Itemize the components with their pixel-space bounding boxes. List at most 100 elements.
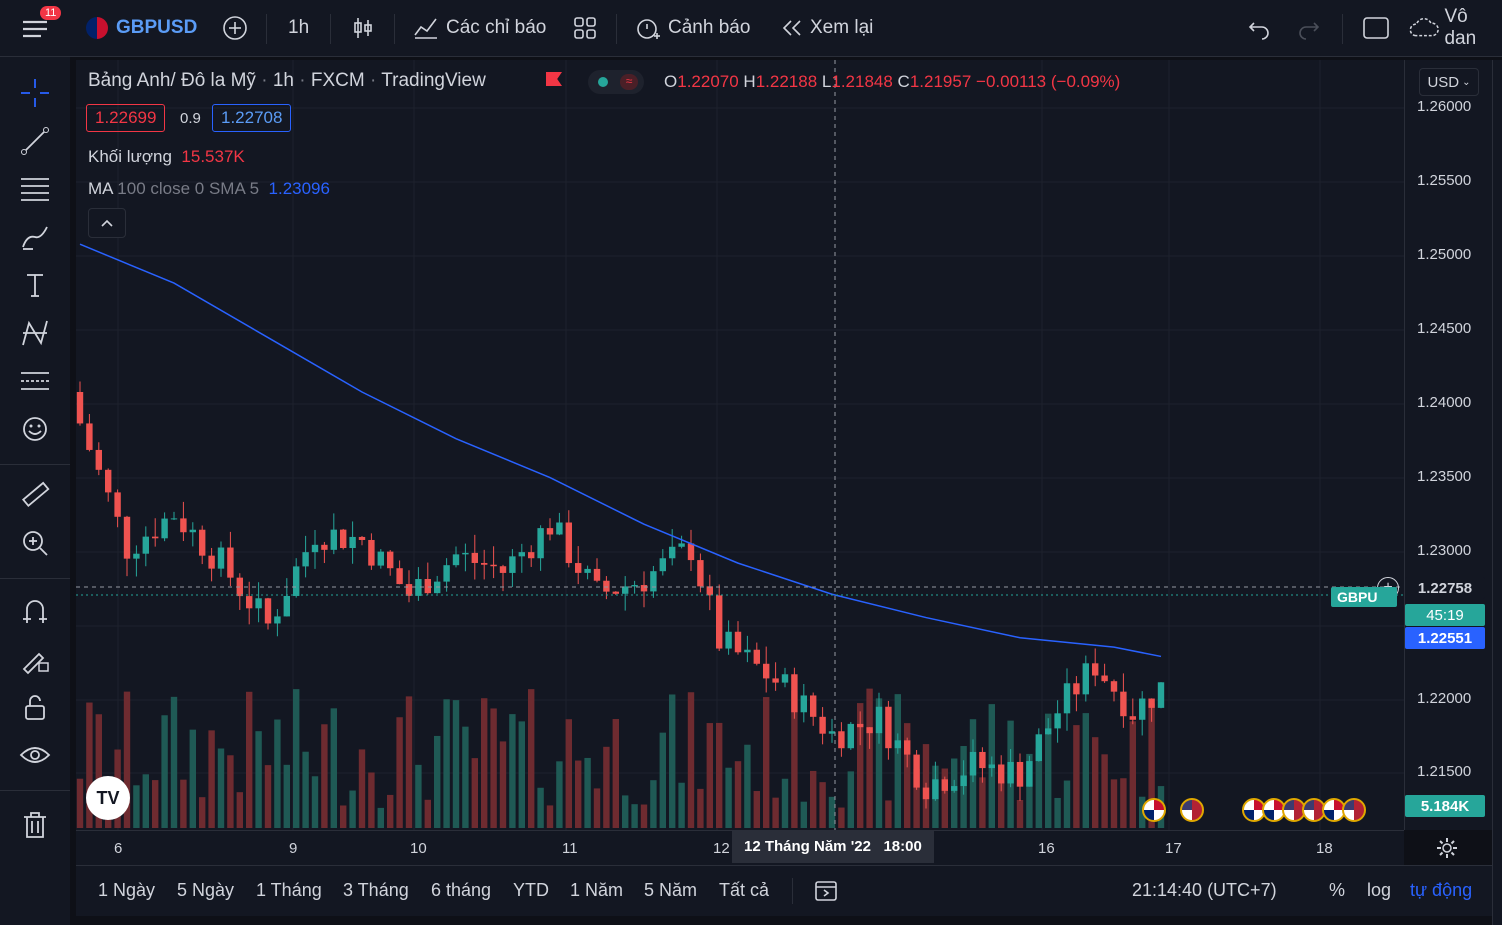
interval-button[interactable]: 1h [288,17,310,38]
range-1d[interactable]: 1 Ngày [98,880,156,900]
range-6m[interactable]: 6 tháng [431,880,492,900]
collapse-legend-button[interactable] [88,208,126,238]
volume-bar [772,797,779,828]
chart-pane[interactable]: Bảng Anh/ Đô la Mỹ · 1h · FXCM · Trading… [76,60,1404,830]
candle-body [405,584,413,596]
indicators-icon [414,18,437,39]
volume-legend[interactable]: Khối lượng 15.537K [88,147,245,166]
clock-timezone[interactable]: 21:14:40 (UTC+7) [1132,880,1277,900]
candle-body [1157,682,1165,708]
event-flag-icon[interactable] [1180,798,1204,822]
unlock-icon[interactable] [17,689,53,725]
candle-body [622,586,629,594]
candle-body [311,544,319,553]
range-1y[interactable]: 1 Năm [570,880,624,900]
candle-body [753,649,760,664]
menu-icon[interactable] [18,0,52,56]
candle-body [340,529,347,549]
candle-body [396,568,403,585]
volume-bar [716,722,723,828]
volume-bar [368,772,375,828]
trash-icon[interactable] [17,807,53,843]
tradingview-logo[interactable]: TV [86,776,130,820]
candle-body [189,529,196,533]
log-scale-button[interactable]: log [1367,880,1392,900]
indicators-button[interactable]: Các chỉ báo [412,0,546,56]
forecast-icon[interactable] [17,363,53,399]
candle-body [293,566,300,596]
ruler-icon[interactable] [17,477,53,513]
undo-button[interactable] [1246,0,1272,56]
ma-legend[interactable]: MA 100 close 0 SMA 5 1.23096 [88,179,330,198]
candle-body [734,631,742,653]
price-axis[interactable]: USD ⌄ 1.26000 1.25500 1.25000 1.24500 1.24000… [1331,60,1493,830]
range-3m[interactable]: 3 Tháng [343,880,409,900]
volume-bar [443,699,450,828]
candle-body [847,723,854,749]
lock-drawing-icon[interactable] [17,641,53,677]
compare-symbol-button[interactable] [222,0,248,56]
candle-body [885,706,892,749]
volume-bar [415,764,422,828]
range-1m[interactable]: 1 Tháng [256,880,322,900]
event-flag-icon[interactable] [1342,798,1366,822]
sell-button[interactable]: 1.22699 [86,104,166,132]
volume-bar [875,698,883,828]
zoom-in-icon[interactable] [17,525,53,561]
candle-body [114,492,121,517]
time-axis[interactable]: 6 9 10 11 12 16 17 18 12 Tháng Năm '22 1… [76,830,1457,865]
symbol-title[interactable]: Bảng Anh/ Đô la Mỹ [88,70,256,91]
candle-body [1026,761,1033,787]
percent-scale-button[interactable]: % [1329,880,1346,900]
market-status[interactable] [546,72,562,86]
event-flag-icon[interactable] [1142,798,1166,822]
live-status-toggle[interactable]: ≈ [588,70,644,94]
crosshair-icon[interactable] [17,75,53,111]
volume-bar [951,758,958,828]
replay-button[interactable]: Xem lại [780,0,873,56]
goto-date-button[interactable] [814,879,840,908]
volume-bar [133,785,140,828]
redo-button[interactable] [1296,0,1322,56]
alarm-clock-icon [637,19,660,39]
brush-icon[interactable] [17,219,53,255]
candle-body [1148,698,1155,708]
horizontal-lines-icon[interactable] [17,171,53,207]
eye-icon[interactable] [17,737,53,773]
alert-button[interactable]: Cảnh báo [634,0,750,56]
range-ytd[interactable]: YTD [513,880,549,900]
range-5d[interactable]: 5 Ngày [177,880,235,900]
calendar-arrow-icon [815,881,837,901]
currency-select[interactable]: USD ⌄ [1419,68,1479,96]
replay-label: Xem lại [810,17,874,38]
volume-bar [1016,799,1024,828]
magnet-icon[interactable] [17,593,53,629]
text-icon[interactable] [17,267,53,303]
candle-body [612,591,619,594]
symbol-search-button[interactable]: GBPUSD [86,0,197,56]
candle-body [857,723,864,728]
volume-bar [537,787,544,828]
volume-bar [189,729,196,828]
candle-body [1092,663,1099,676]
layout-button[interactable] [572,0,598,56]
volume-bar [979,777,986,828]
smiley-icon[interactable] [17,411,53,447]
range-5y[interactable]: 5 Năm [644,880,698,900]
volume-bar [1110,779,1118,828]
fullscreen-button[interactable] [1362,0,1390,56]
trend-line-icon[interactable] [17,123,53,159]
chart-type-button[interactable] [350,0,376,56]
volume-bar [142,774,149,828]
cloud-save-button[interactable]: Vô dan [1408,0,1502,56]
pattern-icon[interactable] [17,315,53,351]
volume-bar [86,702,93,828]
chart-settings-button[interactable] [1436,837,1458,864]
candle-body [424,579,431,594]
auto-scale-button[interactable]: tự động [1410,880,1473,900]
price-chart[interactable] [76,60,1404,830]
buy-button[interactable]: 1.22708 [212,104,292,132]
range-all[interactable]: Tất cả [719,880,770,900]
volume-bar [396,717,403,828]
ma-line [79,243,1162,658]
